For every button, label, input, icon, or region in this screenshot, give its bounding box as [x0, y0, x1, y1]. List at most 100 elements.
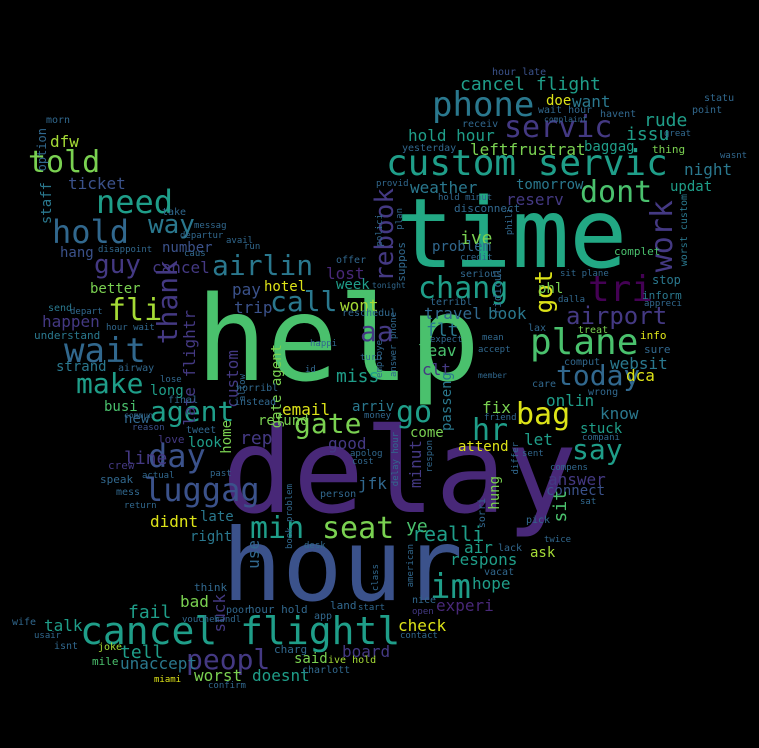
cloud-word: line	[124, 448, 168, 469]
cloud-word: new	[124, 411, 150, 427]
cloud-word: reschedul	[342, 308, 397, 319]
cloud-word: fail	[128, 602, 172, 623]
cloud-word: sure	[644, 343, 671, 356]
cloud-word: american	[406, 544, 416, 588]
cloud-word: fix	[482, 398, 511, 417]
cloud-word: pay	[232, 280, 261, 299]
cloud-word: think	[194, 581, 228, 594]
cloud-word: onlin	[546, 391, 595, 410]
cloud-word: lack	[498, 543, 523, 554]
cloud-word: cost	[352, 457, 374, 467]
cloud-word: hour late	[492, 67, 547, 78]
cloud-word: sit plane	[560, 269, 609, 279]
cloud-word: great	[664, 129, 692, 139]
cloud-word: late	[200, 509, 234, 525]
cloud-word: better	[90, 281, 141, 297]
cloud-word: day	[148, 437, 206, 475]
cloud-word: polici	[375, 214, 385, 247]
cloud-word: time	[396, 178, 628, 290]
cloud-word: contact	[400, 631, 438, 641]
cloud-word: say	[572, 433, 623, 466]
cloud-word: fli	[108, 293, 163, 328]
cloud-word: stop	[652, 273, 681, 287]
cloud-word: wait hour	[538, 105, 593, 116]
cloud-word: unaccept	[120, 654, 198, 673]
cloud-word: hold	[52, 213, 130, 251]
cloud-word: cancel	[152, 258, 210, 277]
cloud-word: peopl	[186, 643, 271, 676]
cloud-word: option	[35, 128, 49, 172]
cloud-word: use	[244, 540, 263, 569]
cloud-word: cancel flight	[460, 74, 601, 95]
cloud-word: phl	[538, 281, 564, 297]
cloud-word: leftfrustrat	[470, 140, 586, 159]
cloud-word: ive hold	[328, 655, 377, 666]
cloud-word: commun	[124, 411, 153, 420]
cloud-word: compani	[582, 433, 620, 443]
cloud-word: run	[244, 242, 261, 252]
cloud-word: dont	[580, 175, 653, 210]
cloud-word: air	[464, 538, 493, 557]
cloud-word: bad	[180, 592, 209, 611]
cloud-word: joke	[98, 642, 123, 653]
cloud-word: delay hour	[391, 432, 401, 487]
cloud-word: instead	[234, 397, 277, 408]
cloud-word: take	[162, 207, 187, 218]
cloud-word: yesterday	[402, 143, 457, 154]
cloud-word: phone	[432, 85, 535, 125]
cloud-word: home	[219, 420, 235, 454]
cloud-word: wasnt	[720, 151, 748, 161]
cloud-word: id	[305, 365, 316, 375]
cloud-word: mean	[482, 333, 504, 343]
cloud-word: class	[371, 564, 381, 592]
cloud-word: rude	[644, 110, 688, 131]
cloud-word: twice	[544, 535, 572, 545]
cloud-word: realli	[412, 522, 485, 546]
cloud-word: terribl	[430, 297, 473, 308]
cloud-word: handl	[214, 615, 242, 625]
cloud-word: provid	[376, 179, 409, 189]
cloud-word: hung	[487, 476, 503, 510]
cloud-word: worst	[194, 666, 243, 685]
cloud-word: sit	[550, 490, 571, 523]
cloud-word: ive	[460, 228, 493, 249]
cloud-word: luggag	[144, 471, 260, 509]
cloud-word: money	[364, 411, 392, 421]
cloud-word: make	[76, 367, 144, 400]
cloud-word: ridicul	[491, 268, 504, 315]
cloud-word: come	[410, 425, 444, 441]
cloud-word: wife	[12, 617, 37, 628]
cloud-word: ye	[406, 516, 428, 537]
cloud-word: confirm	[208, 681, 246, 691]
cloud-word: comput	[564, 357, 601, 368]
cloud-word: vacat	[484, 567, 515, 578]
cloud-word: tonight	[372, 281, 406, 290]
cloud-word: delay	[222, 402, 578, 540]
cloud-word: sorri	[477, 498, 488, 529]
cloud-word: late flightr	[180, 310, 199, 426]
cloud-word: tri	[588, 269, 654, 310]
cloud-word: appreci	[644, 299, 682, 309]
cloud-word: complet	[614, 245, 661, 258]
cloud-word: lost	[326, 264, 365, 283]
cloud-word: suppos	[395, 242, 408, 282]
cloud-word: answer	[548, 470, 606, 489]
cloud-word: open	[412, 607, 434, 617]
cloud-word: speak	[100, 473, 134, 486]
cloud-word: jfk	[358, 474, 387, 493]
cloud-word: friend	[484, 413, 517, 423]
cloud-word: nice	[412, 595, 437, 606]
cloud-word: way	[148, 210, 195, 240]
cloud-word: arriv	[352, 399, 395, 415]
cloud-word: tweet	[186, 425, 217, 436]
cloud-word: compens	[550, 463, 588, 473]
cloud-word: differ	[511, 442, 521, 475]
cloud-word: busi	[104, 399, 138, 415]
cloud-word: talk	[44, 616, 83, 635]
cloud-word: crew	[108, 459, 135, 472]
cloud-word: wont	[340, 296, 379, 315]
cloud-word: let	[524, 430, 553, 449]
cloud-word: expect	[430, 335, 463, 345]
cloud-word: ticket	[68, 174, 126, 193]
cloud-word: apolog	[350, 449, 383, 459]
